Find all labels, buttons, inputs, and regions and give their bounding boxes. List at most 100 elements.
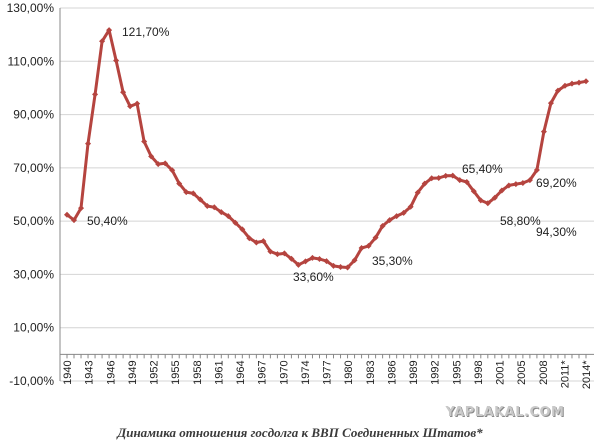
data-point <box>568 80 575 87</box>
data-point <box>386 217 393 224</box>
data-point <box>162 160 169 167</box>
data-point <box>85 140 92 147</box>
data-point <box>583 78 589 85</box>
x-tick-label: 1967 <box>257 360 269 384</box>
data-point <box>148 153 155 160</box>
data-point <box>421 180 428 187</box>
y-tick-label: 30,00% <box>13 267 54 281</box>
data-point <box>400 209 407 216</box>
data-point <box>155 161 162 168</box>
x-tick-label: 1964 <box>235 360 247 384</box>
data-point <box>204 202 211 209</box>
data-label: 33,60% <box>293 270 334 284</box>
data-point <box>575 79 582 86</box>
data-point <box>547 100 554 107</box>
data-point <box>274 251 281 258</box>
data-label: 35,30% <box>372 254 413 268</box>
gridlines <box>60 7 594 382</box>
x-tick-label: 1989 <box>408 360 420 384</box>
data-label: 65,40% <box>462 162 503 176</box>
data-point <box>169 167 176 174</box>
data-point <box>484 200 491 207</box>
data-point <box>477 197 484 204</box>
data-point <box>281 250 288 257</box>
x-tick-label: 1943 <box>84 360 96 384</box>
y-tick-label: 70,00% <box>13 161 54 175</box>
x-tick-label: 1952 <box>149 360 161 384</box>
data-point <box>498 187 505 194</box>
data-point <box>456 177 463 184</box>
x-tick-label: 1983 <box>365 360 377 384</box>
y-axis-tick-labels: -10,00% 10,00% 30,00% 50,00% 70,00% 90,00% 110… <box>7 1 55 388</box>
data-point <box>526 177 533 184</box>
data-label: 121,70% <box>122 25 170 39</box>
x-tick-label: 1961 <box>213 360 225 384</box>
data-point <box>365 242 372 249</box>
data-point <box>295 261 302 268</box>
data-point <box>358 245 365 252</box>
data-point <box>435 174 442 181</box>
data-point <box>78 205 85 212</box>
x-tick-label: 1980 <box>343 360 355 384</box>
x-tick-label: 2005 <box>516 360 528 384</box>
data-point <box>211 204 218 211</box>
data-point <box>92 91 99 98</box>
data-point <box>113 57 120 64</box>
data-point <box>442 172 449 179</box>
data-point <box>302 258 309 265</box>
data-point <box>267 248 274 255</box>
data-point <box>533 166 540 173</box>
data-point <box>260 238 267 245</box>
x-tick-label: 1992 <box>430 360 442 384</box>
x-tick-label: 1974 <box>300 360 312 384</box>
data-label: 94,30% <box>536 225 577 239</box>
data-point <box>372 234 379 241</box>
data-point <box>407 203 414 210</box>
data-point <box>71 217 78 224</box>
data-point <box>183 189 190 196</box>
data-label: 50,40% <box>87 214 128 228</box>
x-axis-tick-labels: 1940 1943 1946 1949 1952 1955 1958 1961 1964 1967… <box>62 360 593 389</box>
data-point <box>190 190 197 197</box>
x-tick-label: 1986 <box>386 360 398 384</box>
data-point <box>99 38 106 45</box>
data-point <box>323 258 330 265</box>
data-point <box>512 181 519 188</box>
x-tick-label: 1958 <box>192 360 204 384</box>
data-point <box>197 196 204 203</box>
data-point <box>134 100 141 107</box>
y-tick-label: 90,00% <box>13 108 54 122</box>
data-label: 58,80% <box>500 214 541 228</box>
x-tick-label: 1940 <box>62 360 74 384</box>
data-point <box>127 103 134 110</box>
data-point <box>225 213 232 220</box>
chart-caption: Динамика отношения госдолга к ВВП Соедин… <box>117 425 483 440</box>
data-point <box>561 82 568 89</box>
data-point <box>449 172 456 179</box>
data-point <box>351 257 358 264</box>
x-tick-label: 1946 <box>105 360 117 384</box>
annotations-layer: 121,70% 50,40% 33,60% 35,30% 65,40% 58,80% 69,… <box>87 25 577 284</box>
data-point <box>232 219 239 226</box>
x-tick-label: 1970 <box>278 360 290 384</box>
data-point <box>120 89 127 96</box>
data-point <box>309 254 316 261</box>
x-tick-label: 2014* <box>581 360 593 389</box>
data-point <box>470 188 477 195</box>
data-point <box>505 182 512 189</box>
data-point <box>491 194 498 201</box>
data-point <box>218 209 225 216</box>
data-point <box>393 213 400 220</box>
x-tick-label: 2011* <box>559 360 571 389</box>
data-point <box>246 235 253 242</box>
data-point <box>106 27 113 34</box>
data-point <box>519 180 526 187</box>
data-point <box>176 180 183 187</box>
y-tick-label: 50,00% <box>13 214 54 228</box>
data-point <box>337 263 344 270</box>
y-tick-label: 110,00% <box>8 54 55 68</box>
x-tick-label: 1949 <box>127 360 139 384</box>
y-tick-label: 130,00% <box>7 1 55 15</box>
data-label: 69,20% <box>536 176 577 190</box>
